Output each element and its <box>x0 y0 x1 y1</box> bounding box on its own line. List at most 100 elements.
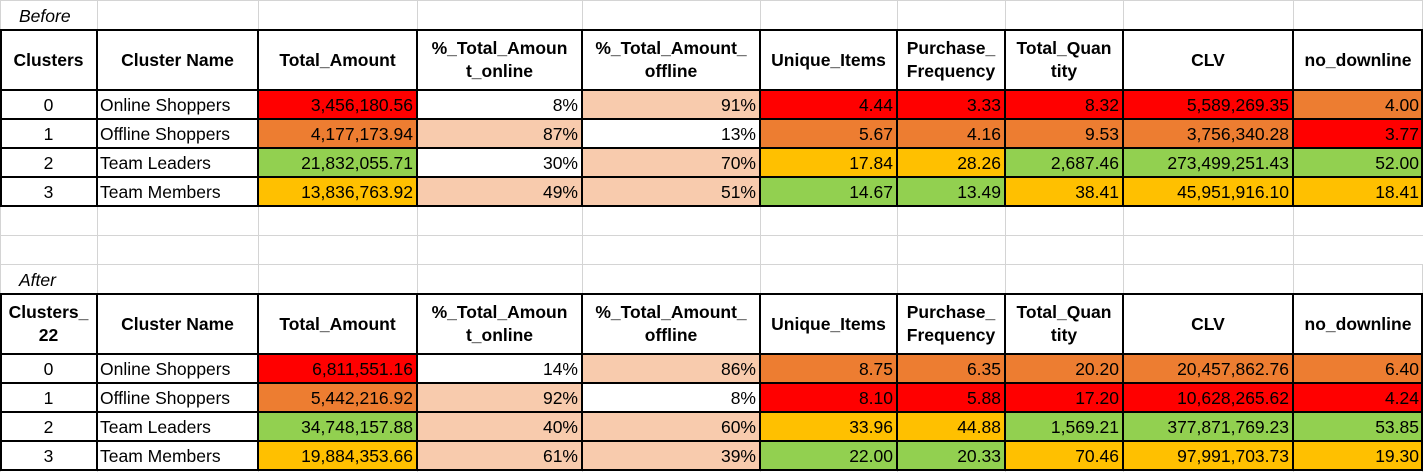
before-header-clusters[interactable]: Clusters <box>0 30 97 90</box>
after-cell-purchase-frequency[interactable]: 44.88 <box>897 412 1005 441</box>
after-cell-purchase-frequency[interactable]: 20.33 <box>897 441 1005 470</box>
before-label[interactable]: Before <box>19 5 71 26</box>
before-cell-no-downline[interactable]: 4.00 <box>1293 90 1423 119</box>
before-cell-clv[interactable]: 5,589,269.35 <box>1123 90 1293 119</box>
before-cell-unique-items[interactable]: 5.67 <box>760 119 897 148</box>
before-cell-purchase-frequency[interactable]: 4.16 <box>897 119 1005 148</box>
empty-cell[interactable] <box>418 236 582 264</box>
before-cell-clusters[interactable]: 1 <box>0 119 97 148</box>
after-cell-clusters[interactable]: 3 <box>0 441 97 470</box>
empty-cell[interactable] <box>418 207 582 235</box>
empty-cell[interactable] <box>583 236 760 264</box>
after-cell-clv[interactable]: 97,991,703.73 <box>1123 441 1293 470</box>
before-cell-total-amount[interactable]: 21,832,055.71 <box>258 148 417 177</box>
empty-cell[interactable] <box>259 265 417 294</box>
before-header-total-amount[interactable]: Total_Amount <box>258 30 417 90</box>
after-header-total-quantity[interactable]: Total_Quan tity <box>1005 294 1123 354</box>
before-cell-purchase-frequency[interactable]: 28.26 <box>897 148 1005 177</box>
empty-cell[interactable] <box>898 265 1005 294</box>
empty-cell[interactable] <box>583 207 760 235</box>
after-cell-clusters[interactable]: 1 <box>0 383 97 412</box>
after-header-pct-online[interactable]: %_Total_Amoun t_online <box>417 294 582 354</box>
empty-cell[interactable] <box>1124 236 1293 264</box>
before-header-no-downline[interactable]: no_downline <box>1293 30 1423 90</box>
before-header-unique-items[interactable]: Unique_Items <box>760 30 897 90</box>
empty-cell[interactable] <box>1006 265 1123 294</box>
after-cell-unique-items[interactable]: 8.75 <box>760 354 897 383</box>
after-cell-pct-offline[interactable]: 60% <box>582 412 760 441</box>
empty-cell[interactable] <box>583 1 760 30</box>
before-cell-pct-offline[interactable]: 91% <box>582 90 760 119</box>
after-cell-pct-offline[interactable]: 39% <box>582 441 760 470</box>
after-cell-clv[interactable]: 10,628,265.62 <box>1123 383 1293 412</box>
after-cell-no-downline[interactable]: 19.30 <box>1293 441 1423 470</box>
empty-cell[interactable] <box>898 207 1005 235</box>
empty-cell[interactable] <box>1124 1 1293 30</box>
before-cell-cluster-name[interactable]: Online Shoppers <box>97 90 258 119</box>
after-cell-purchase-frequency[interactable]: 6.35 <box>897 354 1005 383</box>
empty-cell[interactable] <box>761 236 897 264</box>
before-cell-cluster-name[interactable]: Team Leaders <box>97 148 258 177</box>
before-cell-pct-online[interactable]: 8% <box>417 90 582 119</box>
empty-cell[interactable] <box>418 1 582 30</box>
after-cell-cluster-name[interactable]: Team Leaders <box>97 412 258 441</box>
before-cell-total-amount[interactable]: 4,177,173.94 <box>258 119 417 148</box>
empty-cell[interactable] <box>1294 236 1423 264</box>
empty-cell[interactable] <box>1124 265 1293 294</box>
empty-cell[interactable] <box>98 1 258 30</box>
empty-cell[interactable] <box>259 1 417 30</box>
after-cell-clv[interactable]: 20,457,862.76 <box>1123 354 1293 383</box>
after-header-cluster-name[interactable]: Cluster Name <box>97 294 258 354</box>
before-cell-pct-offline[interactable]: 70% <box>582 148 760 177</box>
empty-cell[interactable] <box>1 207 97 235</box>
empty-cell[interactable] <box>1006 207 1123 235</box>
empty-cell[interactable] <box>98 207 258 235</box>
before-cell-purchase-frequency[interactable]: 3.33 <box>897 90 1005 119</box>
after-cell-clv[interactable]: 377,871,769.23 <box>1123 412 1293 441</box>
after-cell-pct-online[interactable]: 14% <box>417 354 582 383</box>
empty-cell[interactable] <box>898 1 1005 30</box>
after-cell-unique-items[interactable]: 33.96 <box>760 412 897 441</box>
after-header-purchase-frequency[interactable]: Purchase_ Frequency <box>897 294 1005 354</box>
before-cell-unique-items[interactable]: 17.84 <box>760 148 897 177</box>
after-cell-purchase-frequency[interactable]: 5.88 <box>897 383 1005 412</box>
after-header-no-downline[interactable]: no_downline <box>1293 294 1423 354</box>
before-cell-clusters[interactable]: 0 <box>0 90 97 119</box>
after-header-total-amount[interactable]: Total_Amount <box>258 294 417 354</box>
before-cell-total-quantity[interactable]: 2,687.46 <box>1005 148 1123 177</box>
before-cell-total-quantity[interactable]: 38.41 <box>1005 177 1123 206</box>
before-cell-no-downline[interactable]: 3.77 <box>1293 119 1423 148</box>
before-cell-total-amount[interactable]: 13,836,763.92 <box>258 177 417 206</box>
after-cell-cluster-name[interactable]: Team Members <box>97 441 258 470</box>
empty-cell[interactable] <box>583 265 760 294</box>
after-cell-total-quantity[interactable]: 17.20 <box>1005 383 1123 412</box>
before-cell-pct-offline[interactable]: 51% <box>582 177 760 206</box>
before-cell-pct-online[interactable]: 49% <box>417 177 582 206</box>
before-cell-total-quantity[interactable]: 8.32 <box>1005 90 1123 119</box>
after-cell-total-amount[interactable]: 34,748,157.88 <box>258 412 417 441</box>
after-cell-unique-items[interactable]: 8.10 <box>760 383 897 412</box>
after-cell-no-downline[interactable]: 4.24 <box>1293 383 1423 412</box>
before-cell-clv[interactable]: 3,756,340.28 <box>1123 119 1293 148</box>
after-header-clusters[interactable]: Clusters_ 22 <box>0 294 97 354</box>
before-cell-clusters[interactable]: 2 <box>0 148 97 177</box>
before-header-clv[interactable]: CLV <box>1123 30 1293 90</box>
after-cell-pct-online[interactable]: 92% <box>417 383 582 412</box>
after-cell-cluster-name[interactable]: Offline Shoppers <box>97 383 258 412</box>
empty-cell[interactable] <box>418 265 582 294</box>
after-cell-pct-online[interactable]: 61% <box>417 441 582 470</box>
after-cell-total-quantity[interactable]: 1,569.21 <box>1005 412 1123 441</box>
before-cell-no-downline[interactable]: 52.00 <box>1293 148 1423 177</box>
before-cell-cluster-name[interactable]: Offline Shoppers <box>97 119 258 148</box>
empty-cell[interactable] <box>761 207 897 235</box>
before-header-pct-offline[interactable]: %_Total_Amount_ offline <box>582 30 760 90</box>
after-label[interactable]: After <box>19 269 56 290</box>
empty-cell[interactable] <box>761 265 897 294</box>
after-cell-total-quantity[interactable]: 70.46 <box>1005 441 1123 470</box>
empty-cell[interactable] <box>259 207 417 235</box>
before-cell-pct-offline[interactable]: 13% <box>582 119 760 148</box>
after-header-clv[interactable]: CLV <box>1123 294 1293 354</box>
before-cell-no-downline[interactable]: 18.41 <box>1293 177 1423 206</box>
before-cell-cluster-name[interactable]: Team Members <box>97 177 258 206</box>
empty-cell[interactable] <box>1294 265 1423 294</box>
